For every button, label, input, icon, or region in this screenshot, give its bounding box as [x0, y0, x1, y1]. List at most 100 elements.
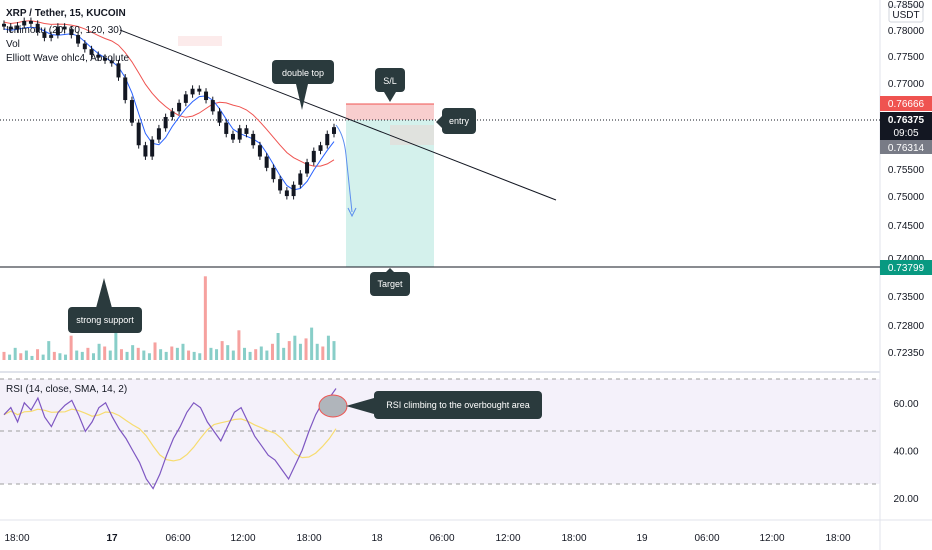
- candle-body[interactable]: [8, 26, 13, 30]
- candle-body[interactable]: [22, 20, 27, 26]
- candle-body[interactable]: [183, 94, 188, 103]
- currency-box[interactable]: [888, 5, 924, 23]
- tag-target: 0.73799: [880, 260, 932, 275]
- candle-body[interactable]: [291, 184, 296, 197]
- candle-body[interactable]: [116, 63, 121, 78]
- callout-entry[interactable]: entry: [436, 108, 476, 134]
- symbol-title[interactable]: XRP / Tether, 15, KUCOIN: [6, 8, 126, 19]
- candle-body[interactable]: [217, 111, 222, 123]
- candle-body[interactable]: [35, 23, 40, 33]
- candle-body[interactable]: [325, 133, 330, 146]
- volume-bar: [220, 341, 224, 360]
- rsi-legend[interactable]: RSI (14, close, SMA, 14, 2): [6, 384, 127, 395]
- candle-body[interactable]: [230, 133, 235, 140]
- callout-strong-support[interactable]: strong support: [68, 278, 142, 333]
- time-tick-label: 12:00: [759, 533, 784, 544]
- volume-bar: [332, 341, 336, 360]
- candle-body[interactable]: [332, 127, 336, 134]
- candle-body[interactable]: [264, 156, 269, 168]
- callout-double-top[interactable]: double top: [272, 60, 334, 110]
- candle-body[interactable]: [204, 91, 209, 101]
- candle-body[interactable]: [69, 29, 74, 36]
- candle-body[interactable]: [257, 145, 262, 157]
- volume-bar: [52, 351, 56, 360]
- candle-body[interactable]: [197, 88, 202, 92]
- volume-bar: [8, 354, 12, 360]
- candle-body[interactable]: [237, 128, 242, 140]
- candle-body[interactable]: [244, 128, 249, 134]
- callout-rsi[interactable]: RSI climbing to the overbought area: [318, 391, 542, 419]
- candle-body[interactable]: [109, 60, 114, 64]
- descending-trendline[interactable]: [119, 29, 557, 201]
- rsi-line: [3, 388, 337, 490]
- callout-sl[interactable]: S/L: [375, 68, 405, 102]
- candle-body[interactable]: [177, 102, 182, 112]
- volume-bar: [103, 346, 107, 360]
- time-axis[interactable]: 18:00 17 06:00 12:00 18:00 18 06:00 12:00 18:00 1…: [4, 533, 850, 544]
- callout-target[interactable]: Target: [370, 268, 410, 296]
- volume-bar: [293, 335, 297, 360]
- candles[interactable]: [2, 17, 336, 200]
- candle-body[interactable]: [2, 23, 6, 27]
- candle-body[interactable]: [170, 111, 175, 117]
- volume-bar: [119, 349, 123, 360]
- candle-body[interactable]: [311, 150, 316, 163]
- target-zone[interactable]: [346, 120, 434, 267]
- time-tick-label: 12:00: [230, 533, 255, 544]
- time-tick-label: 06:00: [429, 533, 454, 544]
- candle-body[interactable]: [89, 49, 94, 55]
- candle-body[interactable]: [143, 145, 148, 157]
- candle-body[interactable]: [103, 57, 108, 61]
- currency-label[interactable]: USDT: [892, 10, 919, 21]
- cloud-future-1: [178, 36, 222, 46]
- candle-body[interactable]: [210, 100, 215, 112]
- callout-rsi-label: RSI climbing to the overbought area: [386, 400, 530, 410]
- candle-body[interactable]: [190, 88, 195, 95]
- candle-body[interactable]: [136, 122, 141, 146]
- elliott-legend[interactable]: Elliott Wave ohlc4, Absolute: [6, 53, 129, 64]
- rsi-tick-label: 60.00: [893, 399, 918, 410]
- candle-body[interactable]: [42, 32, 47, 38]
- volume-bar: [254, 349, 258, 360]
- candle-body[interactable]: [163, 116, 168, 129]
- candle-body[interactable]: [251, 133, 256, 146]
- candle-body[interactable]: [96, 54, 101, 58]
- volume-bar: [142, 350, 146, 360]
- candle-body[interactable]: [82, 43, 87, 50]
- candle-body[interactable]: [129, 100, 134, 123]
- volume-bar: [237, 330, 241, 360]
- tag-ichimoku: 0.76314: [880, 140, 932, 154]
- volume-bar: [80, 351, 84, 360]
- candle-body[interactable]: [224, 122, 229, 134]
- candle-body[interactable]: [284, 190, 289, 197]
- candle-body[interactable]: [55, 26, 60, 36]
- ichimoku-legend[interactable]: Ichimoku (20, 60, 120, 30): [6, 25, 122, 36]
- volume-bar: [248, 351, 252, 360]
- candle-body[interactable]: [156, 128, 161, 140]
- volume-bar: [276, 333, 280, 360]
- vol-legend[interactable]: Vol: [6, 39, 20, 50]
- candle-body[interactable]: [76, 35, 81, 44]
- volume-bar: [19, 353, 23, 360]
- candle-body[interactable]: [28, 20, 33, 24]
- candle-body[interactable]: [271, 167, 276, 180]
- volume-bar: [298, 343, 302, 360]
- callout-sl-label: S/L: [383, 76, 397, 86]
- tag-countdown: 09:05: [893, 128, 918, 139]
- candle-body[interactable]: [278, 179, 283, 191]
- candle-body[interactable]: [123, 77, 128, 101]
- volume-bar: [226, 345, 230, 360]
- candle-body[interactable]: [15, 25, 20, 30]
- candle-body[interactable]: [298, 173, 303, 185]
- price-tick-label: 0.78000: [888, 26, 925, 37]
- price-pane[interactable]: [0, 0, 880, 365]
- stop-loss-zone[interactable]: [346, 104, 434, 120]
- candle-body[interactable]: [305, 162, 310, 174]
- candle-body[interactable]: [49, 35, 54, 38]
- candle-body[interactable]: [318, 145, 323, 151]
- candle-body[interactable]: [62, 26, 67, 30]
- candle-body[interactable]: [150, 139, 155, 157]
- volume-bar: [36, 349, 40, 360]
